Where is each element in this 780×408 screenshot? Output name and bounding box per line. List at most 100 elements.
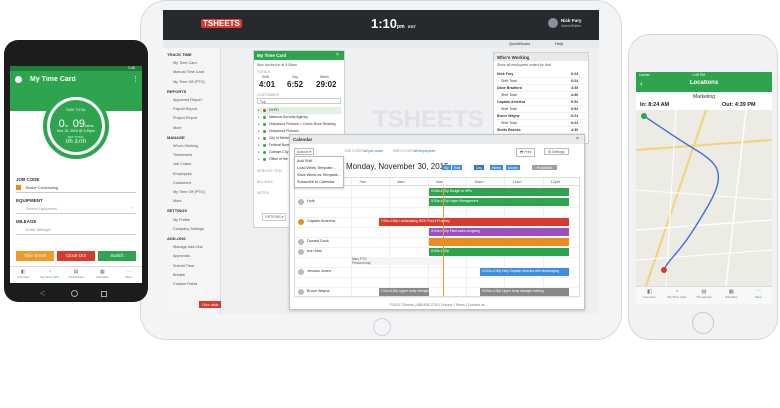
one-click-button[interactable]: One click	[199, 301, 222, 308]
iphone-home-button[interactable]	[692, 312, 714, 334]
iphone-tab[interactable]: ◔ My Time Card	[663, 287, 690, 304]
sidebar-item[interactable]: Timesheets	[173, 153, 193, 158]
sidebar-item[interactable]: My Profile	[173, 217, 190, 222]
mileage-field[interactable]: Enter Mileage	[16, 226, 136, 235]
iphone-tab[interactable]: ⋯ More	[745, 287, 772, 304]
edit-toggle[interactable]: Edit	[452, 165, 463, 170]
sidebar-section[interactable]: ADD-ONS	[167, 236, 186, 241]
iphone-tab[interactable]: ▤ Timesheets	[690, 287, 717, 304]
menu-item[interactable]: Load Week Template...	[297, 166, 336, 170]
back-chevron-icon[interactable]: ‹	[640, 79, 643, 88]
employee-row[interactable]: Bruce Wayne 6:24	[497, 113, 585, 120]
sidebar-item[interactable]: Company Settings	[173, 226, 205, 231]
iphone-tab[interactable]: ◧ Overview	[636, 287, 663, 304]
shift-block[interactable]: 10:00a-4:00p Upper body strength trainin…	[479, 288, 570, 296]
help-link[interactable]: Help	[555, 41, 564, 46]
sidebar-item[interactable]: Employees	[173, 171, 192, 176]
ipad-home-button[interactable]	[373, 318, 391, 336]
employee-row[interactable]: Captain America 6:52	[497, 99, 585, 106]
shift-block[interactable]: 8:00a-4:00p	[429, 248, 570, 256]
sidebar-item[interactable]: Approved Report	[173, 98, 202, 102]
employee-row[interactable]: Shift Total 6:52	[497, 106, 585, 113]
location-map[interactable]	[636, 110, 772, 286]
sidebar-item[interactable]: My Time Off (PTO)	[173, 79, 205, 84]
back-icon[interactable]: ◁	[40, 290, 46, 297]
menu-item[interactable]: Subscribe to Calendar	[297, 180, 335, 184]
avatar[interactable]	[548, 18, 558, 28]
android-tab[interactable]: ▦ Schedule	[89, 267, 115, 283]
employees-filter[interactable]: all employees	[414, 149, 436, 153]
sidebar-item[interactable]: My Time Off (PTO)	[173, 190, 205, 194]
shift-block[interactable]: 10:00a-4:00p Help Captain America with l…	[479, 268, 570, 276]
android-tab[interactable]: ◧ Overview	[10, 267, 36, 283]
menu-item[interactable]: Add Shift	[297, 159, 313, 163]
android-tab[interactable]: ◔ My Time Card	[36, 267, 62, 283]
equipment-field[interactable]: Select Equipment ›	[16, 205, 136, 214]
user-icon[interactable]	[15, 76, 22, 83]
employee-row[interactable]: Dane Bradford 4:36	[497, 85, 585, 92]
menu-item[interactable]: Save Week as Template...	[297, 173, 341, 177]
shift-block[interactable]: 8:00a-4:00p Anger Management	[429, 198, 570, 206]
employee-row[interactable]: Nick Fury 6:24	[497, 71, 585, 78]
employee-row[interactable]: Shift Total 6:24	[497, 78, 585, 85]
view-tab-day[interactable]: Day	[474, 165, 485, 170]
recents-icon[interactable]	[101, 291, 107, 297]
shift-block[interactable]	[429, 238, 570, 246]
view-tab-week[interactable]: Week	[490, 165, 503, 170]
sidebar-item[interactable]: Project Report	[173, 116, 198, 121]
clock-out-button[interactable]: Clock Out	[57, 251, 95, 261]
sidebar-item[interactable]: Payroll Report	[173, 107, 198, 112]
job-item[interactable]: ▸ Gotham City	[257, 149, 341, 156]
job-item[interactable]: ▸ Hollywood Pictures	[257, 128, 341, 135]
shift-block[interactable]: 8:00a-4:00p Field sales shopping	[429, 228, 570, 236]
android-tab[interactable]: ▤ Timesheets	[63, 267, 89, 283]
switch-button[interactable]: Switch	[98, 251, 136, 261]
sidebar-item[interactable]: Approvals	[173, 254, 190, 259]
sidebar-section[interactable]: MANAGE	[167, 134, 185, 140]
jobcodes-filter[interactable]: all job codes	[364, 149, 384, 153]
user-name[interactable]: Nick Fury	[561, 18, 582, 23]
calendar-close-icon[interactable]: ×	[576, 136, 579, 142]
employee-row[interactable]: Shift Total 4:36	[497, 92, 585, 99]
view-tab-month[interactable]: Month	[506, 165, 520, 170]
job-item[interactable]: ▸ Hollywood Pictures > Comic Book Reading	[257, 121, 341, 128]
my-toggle[interactable]: My	[442, 165, 451, 170]
sidebar-item[interactable]: Custom Fields	[173, 282, 198, 286]
employee-row[interactable]: Shift Total 6:24	[497, 120, 585, 127]
take-break-button[interactable]: Take Break	[16, 251, 54, 261]
sidebar-item[interactable]: Breaks	[173, 272, 185, 277]
job-code-field[interactable]: Burke Contracting	[16, 184, 136, 193]
customer-search[interactable]: Top	[257, 98, 341, 104]
iphone-tab[interactable]: ▦ Schedule	[718, 287, 745, 304]
sidebar-item[interactable]: Manage Add-Ons	[173, 245, 203, 250]
print-button[interactable]: 🖶 Print	[516, 148, 536, 157]
employee-row[interactable]: Shirts Brooks 4:30	[497, 127, 585, 134]
shift-block[interactable]: 7:00a-8:00p Upper body strength training	[378, 288, 441, 296]
settings-button[interactable]: ⚙ Settings	[544, 148, 569, 155]
sidebar-item[interactable]: My Time Card	[173, 61, 197, 66]
sidebar-item[interactable]: More	[173, 199, 182, 204]
sidebar-section[interactable]: SETTINGS	[167, 208, 188, 214]
job-item[interactable]: ▸ City of Metropolis	[257, 135, 341, 142]
quickbooks-link[interactable]: QuickBooks	[509, 41, 531, 46]
sidebar-item[interactable]: Customers	[173, 180, 192, 185]
sidebar-item[interactable]: Who's Working	[173, 144, 199, 148]
sidebar-item[interactable]: Manual Time Card	[173, 70, 205, 75]
sidebar-item[interactable]: More	[173, 125, 182, 130]
options-dropdown[interactable]: OPTIONS ▾	[262, 213, 287, 221]
sidebar-section[interactable]: REPORTS	[167, 88, 187, 94]
job-item[interactable]: ▸ NYPD	[257, 107, 341, 114]
more-vert-icon[interactable]: ⋮	[132, 76, 139, 83]
shift-block[interactable]: 7:00a-4:00p Landscaping NICK Fury's Prop…	[378, 218, 570, 226]
sidebar-item[interactable]: Job Codes	[173, 162, 192, 167]
job-item[interactable]: ▸ National Security Agency	[257, 114, 341, 121]
sidebar-section[interactable]: TRACK TIME	[167, 52, 192, 57]
sidebar-item[interactable]: Submit Time	[173, 263, 195, 268]
home-icon[interactable]	[71, 290, 78, 297]
actions-dropdown[interactable]: Actions ▾	[294, 148, 315, 155]
shift-block[interactable]: 8:08a-4:00p Budget at HR's	[429, 188, 570, 196]
android-tab[interactable]: ⋯ More	[116, 267, 142, 283]
job-item[interactable]: ▸ Office of the President	[257, 156, 341, 163]
close-icon[interactable]: ×	[336, 52, 339, 58]
job-item[interactable]: ▸ Federal Bureau	[257, 142, 341, 149]
